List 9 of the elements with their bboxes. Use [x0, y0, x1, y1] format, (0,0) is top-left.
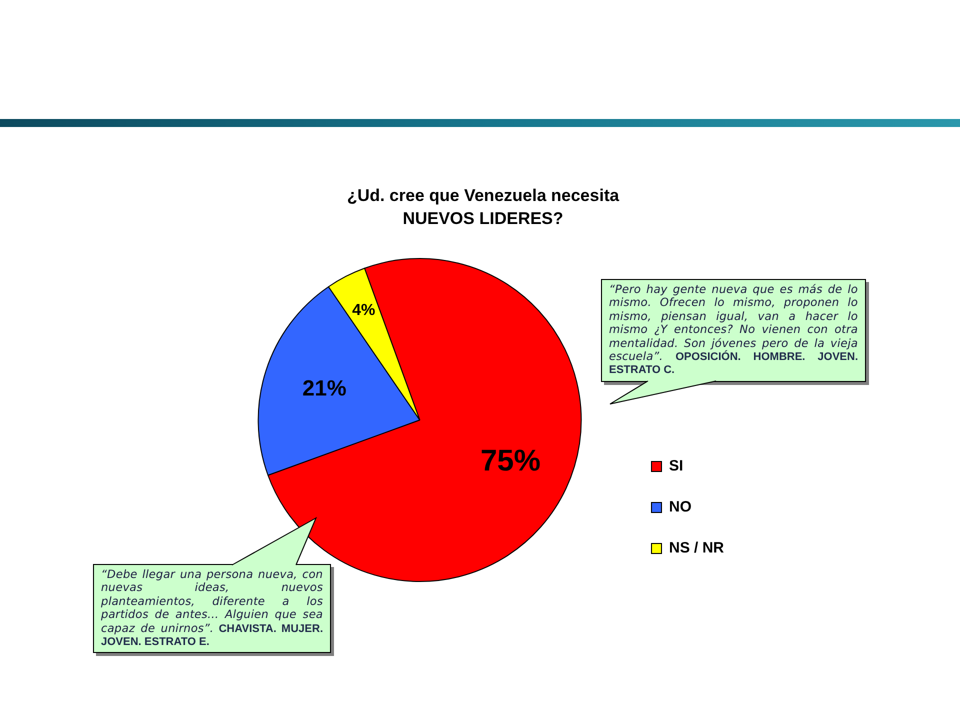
data-label: 4%: [352, 302, 376, 320]
chart-title: ¿Ud. cree que Venezuela necesita NUEVOS LIDERES?: [346, 185, 620, 230]
legend-label: SI: [668, 458, 684, 475]
data-label: 21%: [302, 375, 346, 400]
legend-label: NO: [668, 498, 692, 516]
text: “Pero hay gente nueva que es más de lo mismo. Ofrecen lo mismo, proponen lo mismo, piensan igual, van a hacer lo mismo ¿Y entonces? No vienen con otra mentalidad. Son jóvenes pero de la vieja escuela”. OPOSICIÓN. HOMBRE. JOVEN. ESTRATO C.: [609, 283, 858, 376]
data-label: 75%: [480, 444, 541, 478]
legend-label: NS / NR: [668, 540, 724, 557]
text: “Debe llegar una persona nueva, con nuevas ideas, nuevos planteamientos, diferente a los partidos de antes... Alguien que sea capaz de unirnos”. CHAVISTA. MUJER. JOVEN. ESTRATO E.: [101, 568, 323, 648]
